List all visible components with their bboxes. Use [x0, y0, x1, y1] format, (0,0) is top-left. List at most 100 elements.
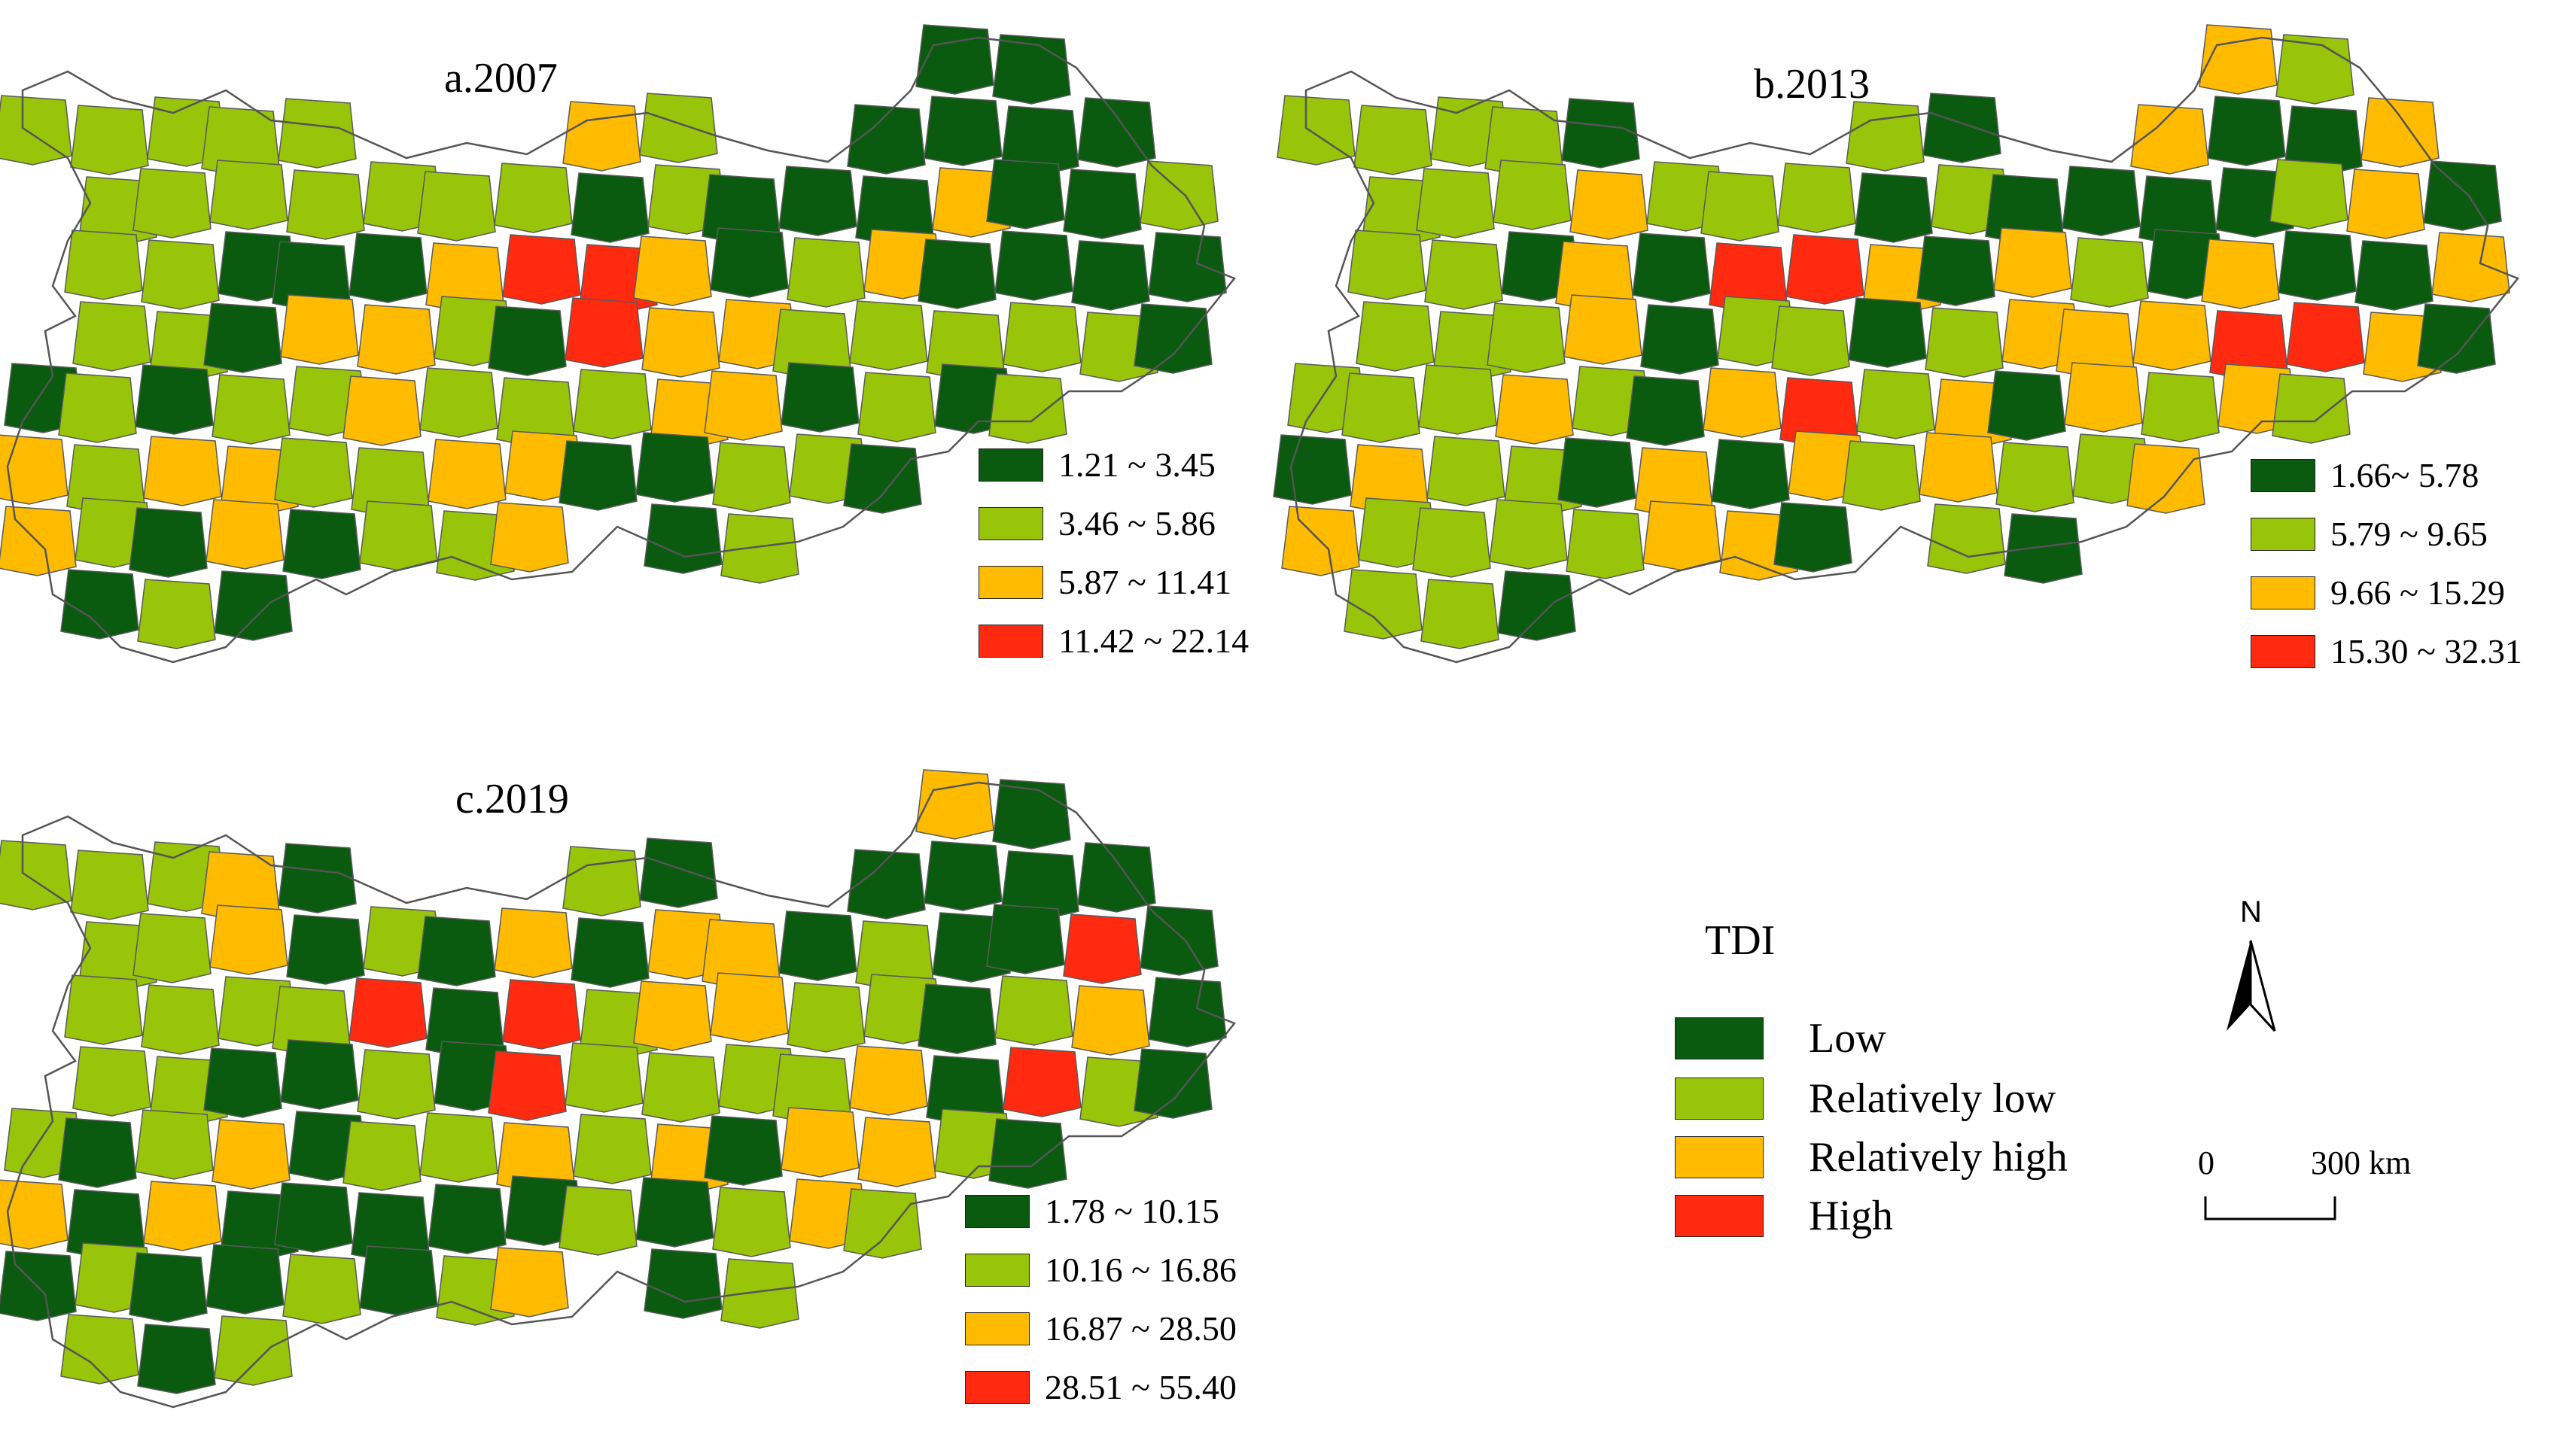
region-cell [1856, 369, 1935, 439]
swatch-high [965, 1371, 1030, 1404]
region-cell [915, 24, 994, 95]
map-2019 [0, 769, 1237, 1409]
swatch-relatively-low [965, 1254, 1030, 1287]
region-cell [1493, 160, 1572, 230]
region-cell [1916, 236, 1995, 306]
region-cell [1495, 374, 1574, 445]
swatch-low [1675, 1017, 1764, 1059]
region-cell [2278, 230, 2357, 301]
region-cell [203, 302, 282, 373]
region-cell [849, 1045, 928, 1116]
region-cell [212, 374, 291, 445]
region-cell [205, 499, 285, 570]
region-cell [143, 1181, 222, 1251]
region-cell [843, 443, 922, 514]
region-cell [986, 904, 1065, 974]
region-cell [0, 434, 68, 505]
region-cell [571, 172, 650, 243]
map-panel-2019: c.2019 [0, 745, 1237, 1409]
region-cell [562, 846, 641, 916]
region-cell [857, 1117, 936, 1187]
region-cell [1003, 302, 1082, 372]
region-cell [203, 1047, 282, 1118]
region-cell [843, 1188, 922, 1259]
region-cell [720, 513, 799, 584]
region-cell [274, 437, 353, 508]
legend-label: 1.21 ~ 3.45 [1058, 445, 1216, 484]
region-cell [70, 105, 149, 175]
map-panel-2007: a.2007 [0, 0, 1237, 664]
region-cell [205, 1244, 285, 1315]
region-cell [1347, 229, 1426, 300]
region-cell [72, 1046, 151, 1117]
region-outline [1289, 36, 2520, 664]
region-cell [58, 1117, 137, 1188]
region-cell [2004, 513, 2083, 584]
swatch-relatively-low [979, 507, 1043, 540]
region-cell [141, 984, 220, 1055]
region-cell [710, 972, 789, 1043]
region-cell [2199, 24, 2278, 95]
swatch-relatively-high [1675, 1136, 1764, 1178]
region-cell [712, 1187, 791, 1257]
region-cell [1148, 977, 1227, 1047]
region-cell [641, 307, 720, 378]
region-cell [2360, 97, 2440, 168]
region-cell [1640, 304, 1719, 375]
region-cell [1426, 436, 1505, 506]
region-cell [1846, 101, 1925, 172]
scale-bar-icon [2204, 1196, 2336, 1220]
region-cell [1353, 105, 1432, 175]
region-cell [635, 432, 714, 503]
region-cell [2064, 362, 2143, 433]
region-cell [720, 1258, 799, 1329]
swatch-relatively-high [965, 1312, 1030, 1345]
region-cell [1416, 168, 1495, 239]
region-cell [419, 367, 498, 438]
region-cell [2070, 237, 2149, 308]
key-label: High [1809, 1193, 1893, 1239]
region-cell [778, 166, 857, 236]
region-cell [849, 300, 928, 371]
region-cell [2417, 303, 2496, 374]
legend-label: 16.87 ~ 28.50 [1045, 1309, 1237, 1348]
key-title: TDI [1705, 917, 1776, 964]
region-cell [1626, 375, 1705, 446]
region-cell [1277, 95, 1356, 166]
region-cell [1140, 160, 1219, 231]
region-cell [1922, 93, 2001, 163]
region-cell [132, 913, 212, 983]
region-cell [639, 837, 718, 908]
north-label: N [2240, 895, 2262, 929]
region-outline [6, 36, 1237, 664]
region-cell [1412, 507, 1491, 578]
region-cell [286, 169, 365, 240]
region-cell [1569, 169, 1648, 240]
map-2013 [1273, 24, 2520, 664]
swatch-high [2251, 635, 2315, 668]
region-cell [641, 1052, 720, 1123]
region-cell [129, 507, 208, 578]
region-cell [1995, 442, 2074, 512]
region-cell [1842, 440, 1921, 511]
region-cell [342, 375, 422, 446]
region-cell [988, 1118, 1067, 1189]
region-cell [781, 362, 860, 433]
region-cell [639, 93, 718, 163]
region-cell [60, 1314, 139, 1385]
region-cell [2272, 373, 2351, 444]
region-cell [1148, 232, 1227, 302]
region-cell [490, 502, 569, 573]
region-cell [1925, 307, 2004, 378]
region-cell [1424, 239, 1503, 310]
region-cell [209, 904, 288, 975]
region-cell [644, 503, 723, 574]
region-cell [274, 1182, 353, 1253]
legend-label: 10.16 ~ 16.86 [1045, 1251, 1237, 1289]
north-arrow-icon [2227, 940, 2276, 1032]
tdi-key: TDI Low Relatively low Relatively high H… [1675, 903, 2202, 1257]
region-cell [704, 1115, 783, 1186]
region-cell [214, 1315, 293, 1386]
region-cell [1418, 364, 1497, 435]
region-cell [1854, 172, 1933, 243]
